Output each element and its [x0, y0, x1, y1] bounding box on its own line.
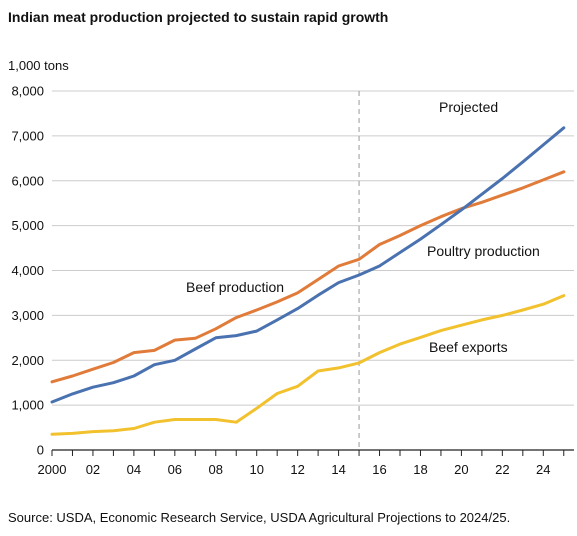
- annotation-poultry-production: Poultry production: [427, 243, 540, 259]
- series-lines: [50, 126, 566, 436]
- x-axis: 2000 02 04 06 08 10 12 14 16 18 20 22 24: [38, 449, 574, 477]
- x-tick-label: 24: [536, 462, 550, 477]
- gridlines: [52, 90, 574, 406]
- series-line-beef-production: [50, 170, 566, 384]
- source-note: Source: USDA, Economic Research Service,…: [8, 510, 510, 525]
- annotation-projected: Projected: [439, 99, 498, 115]
- x-tick-label: 08: [209, 462, 223, 477]
- y-axis-tick-labels: 0 1,000 2,000 3,000 4,000 5,000 6,000 7,000 8,00…: [11, 84, 44, 458]
- x-tick-label: 10: [249, 462, 263, 477]
- x-tick-label: 20: [454, 462, 468, 477]
- x-tick-label: 16: [372, 462, 386, 477]
- y-tick-label: 3,000: [11, 308, 44, 323]
- x-tick-label: 06: [168, 462, 182, 477]
- series-line-poultry-production: [50, 126, 566, 404]
- y-tick-label: 7,000: [11, 128, 44, 143]
- x-tick-label: 04: [127, 462, 141, 477]
- y-tick-label: 0: [37, 443, 44, 458]
- y-tick-label: 6,000: [11, 173, 44, 188]
- y-tick-label: 2,000: [11, 353, 44, 368]
- series-line-beef-exports: [50, 294, 566, 436]
- y-tick-label: 8,000: [11, 84, 44, 99]
- x-tick-label: 12: [290, 462, 304, 477]
- y-tick-label: 1,000: [11, 398, 44, 413]
- x-tick-label: 18: [413, 462, 427, 477]
- y-tick-label: 4,000: [11, 263, 44, 278]
- annotation-beef-production: Beef production: [186, 279, 284, 295]
- y-tick-label: 5,000: [11, 218, 44, 233]
- annotation-beef-exports: Beef exports: [429, 339, 508, 355]
- x-tick-label: 02: [86, 462, 100, 477]
- x-tick-label: 2000: [38, 462, 67, 477]
- x-tick-label: 14: [331, 462, 345, 477]
- y-axis-unit-label: 1,000 tons: [8, 58, 69, 73]
- x-tick-label: 22: [495, 462, 509, 477]
- chart-title: Indian meat production projected to sust…: [8, 9, 388, 25]
